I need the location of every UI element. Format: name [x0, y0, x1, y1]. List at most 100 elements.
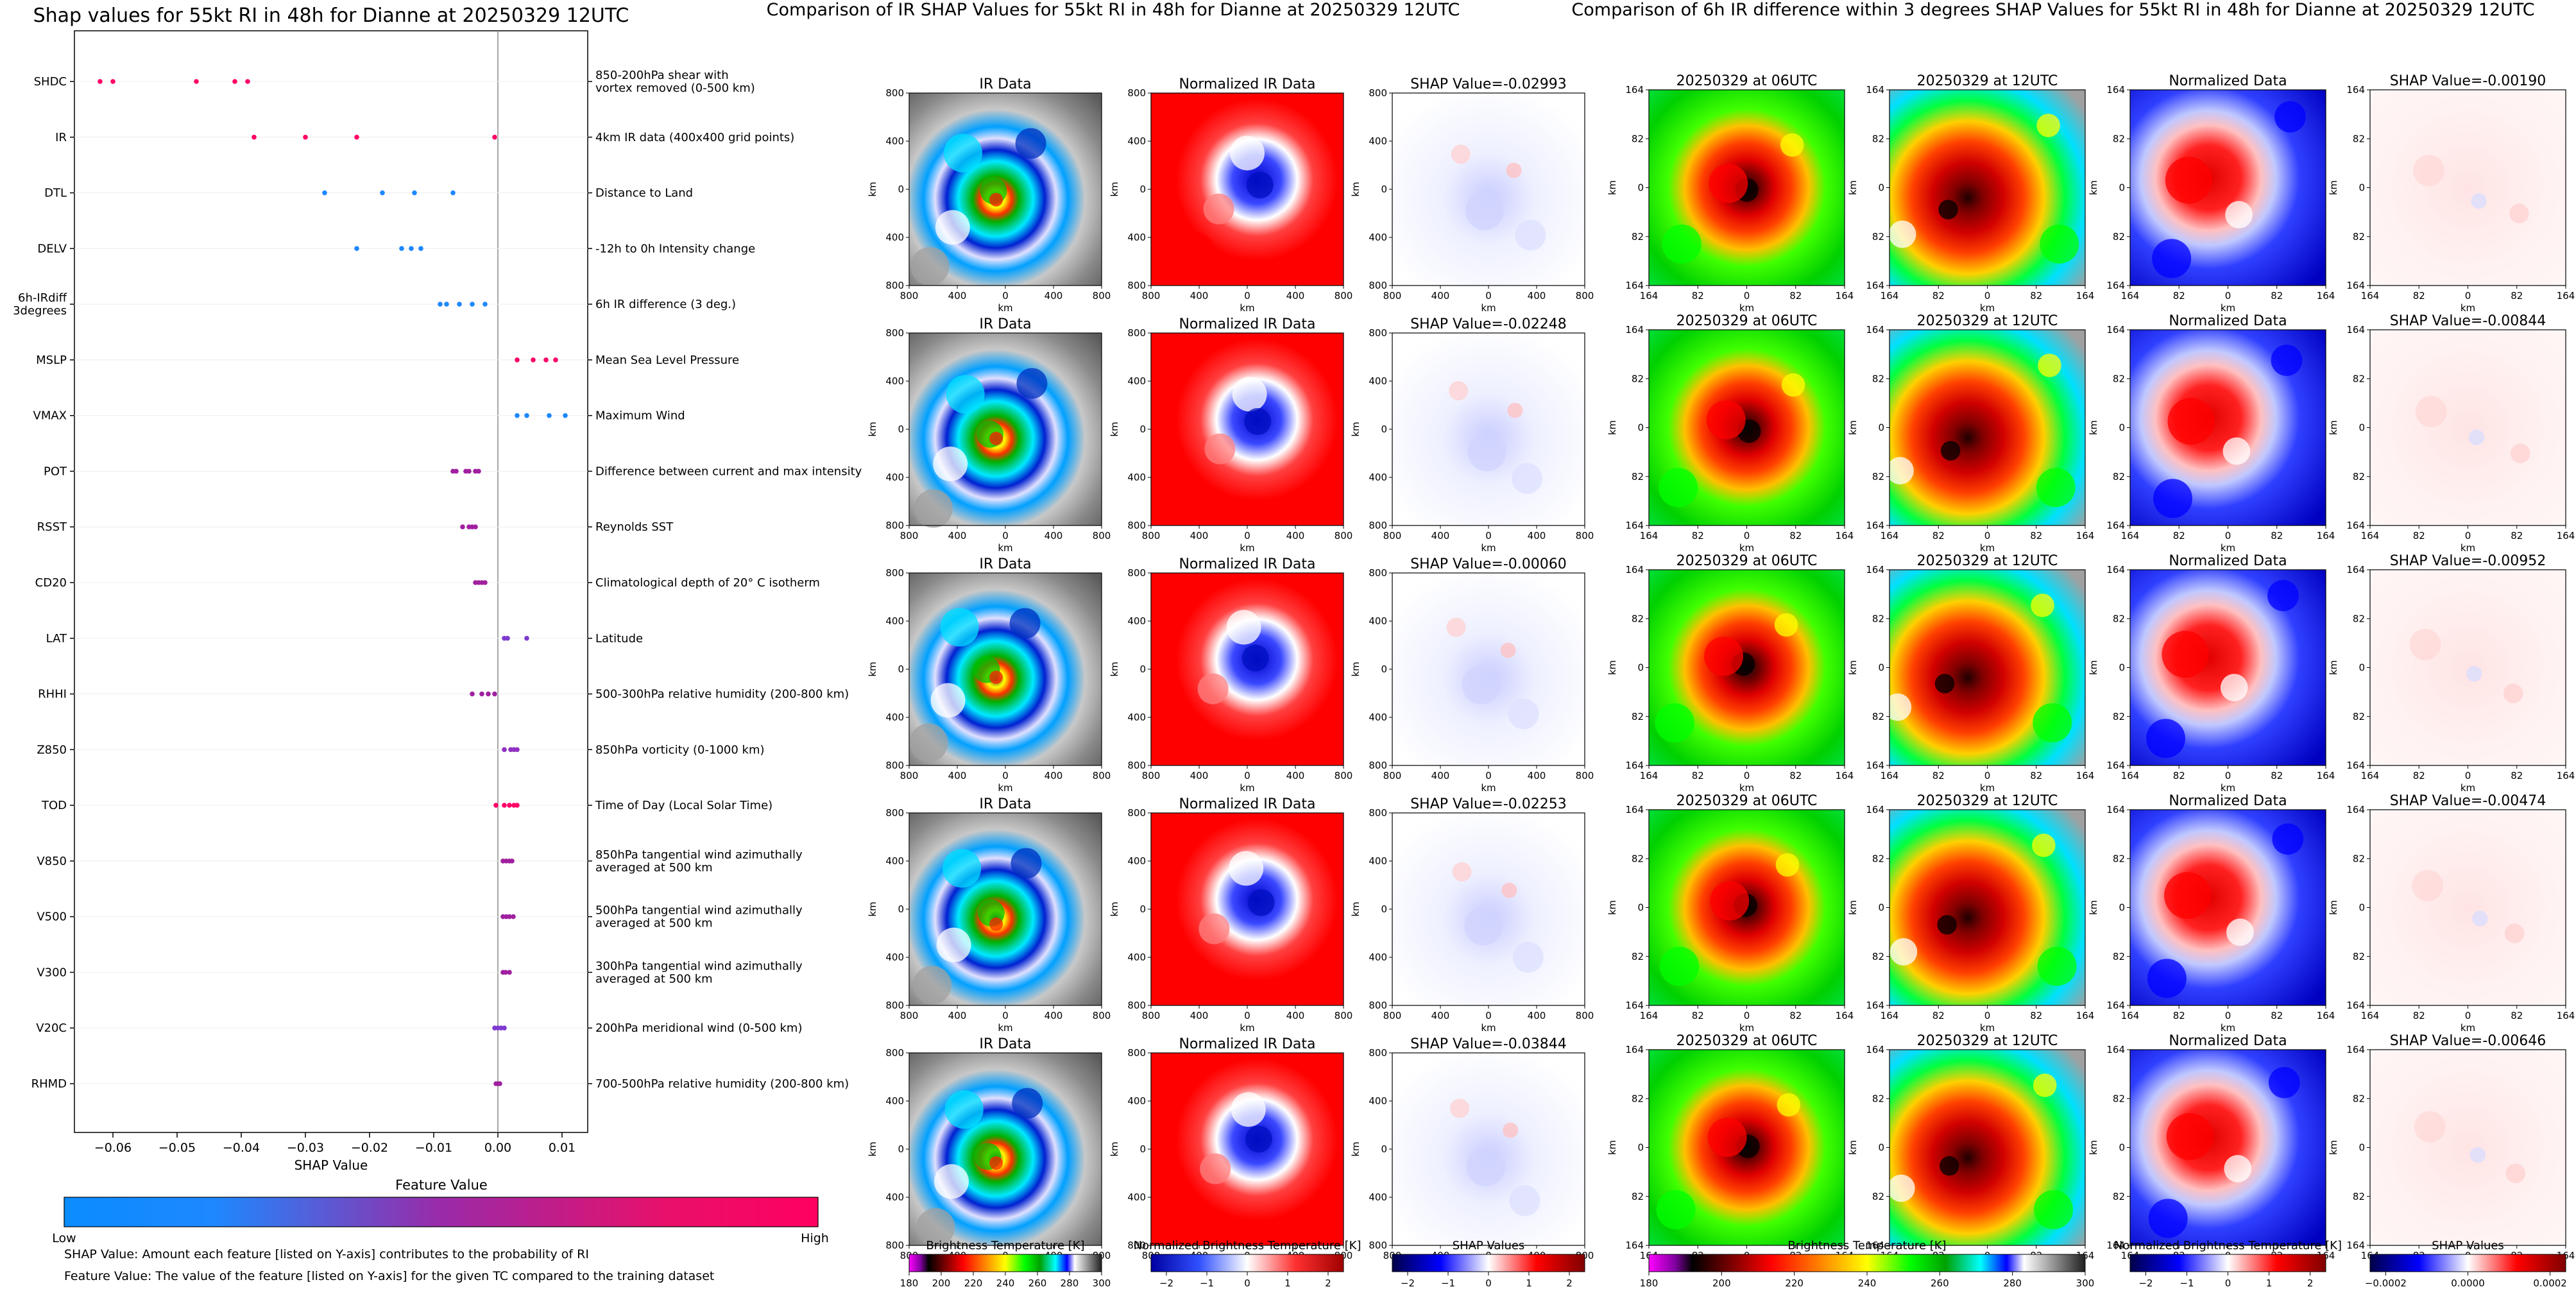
- shap-point: [412, 190, 417, 196]
- x-tick-label: 0: [2225, 530, 2231, 542]
- x-tick-label: 400: [1286, 290, 1305, 302]
- colorbar-gradient: [2369, 1254, 2566, 1272]
- panel-texture: [2468, 429, 2485, 445]
- colorbar: Brightness Temperature [K] 180 200 220 240 26…: [900, 1239, 1111, 1289]
- y-tick-label: 164: [2106, 84, 2125, 96]
- y-axis-label: km: [1350, 1141, 1361, 1156]
- colorbar-tick-label: 240: [1858, 1277, 1877, 1289]
- panel-texture: [1451, 144, 1471, 164]
- y-tick-label: 164: [1866, 1044, 1884, 1055]
- y-tick-label: 164: [1625, 1240, 1644, 1251]
- panel-texture: [914, 489, 953, 528]
- feature-description-label: 500hPa tangential wind azimuthally: [595, 904, 803, 918]
- panel-texture: [2271, 345, 2303, 376]
- x-tick-label: 82: [2030, 770, 2042, 781]
- shap-point: [502, 747, 507, 753]
- y-axis-label: km: [2328, 900, 2339, 915]
- x-tick-label: 164: [2557, 530, 2575, 542]
- feature-description-label: 700-500hPa relative humidity (200-800 km…: [595, 1077, 849, 1091]
- panel-texture: [2040, 224, 2079, 264]
- y-tick-label: 0: [1381, 423, 1387, 435]
- x-tick-label: 164: [1836, 770, 1854, 781]
- panel-title: 20250329 at 12UTC: [1917, 313, 2058, 329]
- panel-texture: [2032, 833, 2056, 857]
- y-tick-label: 82: [1872, 1191, 1884, 1202]
- y-tick-label: 400: [885, 952, 904, 963]
- panel-texture: [2503, 683, 2523, 704]
- panel-texture: [1934, 674, 1955, 694]
- shap-point: [354, 134, 359, 140]
- x-tick-label: 82: [2413, 1010, 2425, 1021]
- panel-texture: [1501, 882, 1517, 898]
- panel-image: [2370, 90, 2566, 286]
- panel-title: SHAP Value=-0.02253: [1410, 796, 1567, 812]
- x-tick-label: 400: [948, 1010, 967, 1021]
- y-tick-label: 400: [1127, 952, 1146, 963]
- x-tick-label: 164: [2121, 530, 2140, 542]
- panel-image: [2370, 570, 2566, 765]
- panel-texture: [2038, 354, 2061, 377]
- panel-texture: [1226, 610, 1261, 645]
- panel-texture: [1230, 135, 1265, 171]
- ir-diff-shap-comparison: Comparison of 6h IR difference within 3 …: [1571, 0, 2575, 1289]
- panel-texture: [989, 917, 1003, 931]
- x-axis-label: km: [2221, 782, 2235, 794]
- colorbar-tick-label: −2: [1401, 1277, 1415, 1289]
- y-tick-label: 800: [1127, 1047, 1146, 1059]
- y-tick-label: 82: [2353, 1093, 2365, 1104]
- x-tick-label: −0.05: [158, 1141, 196, 1155]
- panel-texture: [1016, 368, 1048, 399]
- y-tick-label: 164: [1625, 520, 1644, 531]
- panel-texture: [1465, 191, 1504, 230]
- y-tick-label: 82: [2353, 613, 2365, 624]
- shap-point: [515, 803, 520, 808]
- x-tick-label: 82: [2271, 1010, 2283, 1021]
- y-tick-label: 0: [2119, 1142, 2125, 1154]
- panel-title: SHAP Value=-0.00844: [2390, 313, 2546, 329]
- y-tick-label: 400: [885, 472, 904, 483]
- feature-code-label: V20C: [36, 1021, 67, 1035]
- y-tick-label: 800: [1127, 807, 1146, 819]
- x-tick-label: −0.06: [94, 1141, 132, 1155]
- panel-texture: [1009, 608, 1041, 639]
- panel-texture: [1464, 907, 1503, 946]
- panel-title: 20250329 at 12UTC: [1917, 793, 2058, 809]
- panel-texture: [2505, 1163, 2526, 1184]
- image-panel: Normalized IR Data8008004004000040040080…: [1109, 316, 1352, 554]
- panel-texture: [1506, 162, 1522, 178]
- x-tick-label: 800: [1142, 1010, 1161, 1021]
- x-tick-label: 400: [1528, 770, 1546, 781]
- panel-title: 20250329 at 06UTC: [1676, 313, 1818, 329]
- y-tick-label: 164: [2106, 564, 2125, 576]
- x-tick-label: 0: [1485, 770, 1492, 781]
- panel-texture: [1467, 432, 1506, 472]
- y-tick-label: 800: [1369, 807, 1387, 819]
- x-tick-label: 0: [1485, 290, 1492, 302]
- y-axis-label: km: [867, 662, 878, 676]
- y-tick-label: 82: [1632, 471, 1644, 482]
- colorbar-tick-label: 200: [1712, 1277, 1731, 1289]
- colorbar-tick-label: 220: [964, 1277, 983, 1289]
- colorbar-tick-label: 0.0000: [2451, 1277, 2485, 1289]
- y-tick-label: 400: [1369, 952, 1387, 963]
- image-panel: Normalized IR Data8008004004000040040080…: [1109, 556, 1352, 794]
- x-tick-label: 82: [2271, 530, 2283, 542]
- shap-point: [515, 413, 520, 418]
- y-axis-label: km: [2088, 420, 2099, 435]
- y-tick-label: 82: [1632, 613, 1644, 624]
- x-tick-label: 164: [2361, 770, 2380, 781]
- panel-title: Normalized IR Data: [1179, 316, 1315, 332]
- y-tick-label: 400: [1127, 855, 1146, 867]
- colorbar: Normalized Brightness Temperature [K] −2 −…: [1134, 1239, 1361, 1289]
- y-tick-label: 164: [1866, 520, 1884, 531]
- x-tick-label: 164: [2076, 1010, 2095, 1021]
- shap-point: [563, 413, 568, 418]
- colorbar-tick-label: 200: [932, 1277, 951, 1289]
- x-tick-label: 0: [2225, 1010, 2231, 1021]
- feature-description-label: Time of Day (Local Solar Time): [595, 799, 772, 812]
- y-tick-label: 82: [1872, 373, 1884, 384]
- x-tick-label: 164: [1836, 530, 1854, 542]
- x-tick-label: 82: [1932, 530, 1945, 542]
- panel-texture: [1704, 636, 1744, 676]
